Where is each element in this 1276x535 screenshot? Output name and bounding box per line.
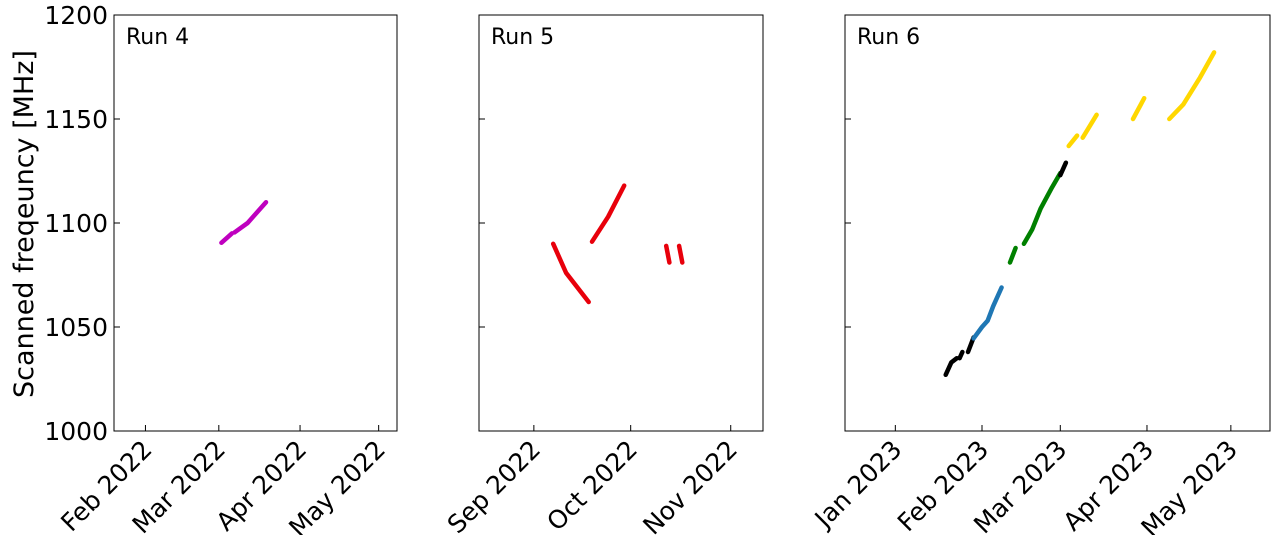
ytick-label-5: 1200 [44,1,108,30]
panel-1-frame [113,14,398,432]
panel-3-segment-2 [957,349,965,361]
panel-3-segment-11 [1167,50,1217,122]
panel-3-segment-9 [1080,112,1099,140]
panel-2-segment-2 [589,183,627,244]
panel-1-segment-1 [219,231,235,246]
panel-2-xtick-label-3: Nov 2022 [637,435,743,535]
panel-3-segment-8 [1066,133,1080,149]
panel-2-xtick-label-2: Oct 2022 [541,435,643,535]
y-axis-label: Scanned freqeuncy [MHz] [9,50,40,398]
panel-3-segment-1 [943,355,960,378]
panel-3-xtick-label-1: Jan 2023 [808,435,908,535]
panel-3-frame [844,14,1271,432]
panel-1-title: Run 4 [126,25,189,50]
panel-2-segment-4 [676,243,685,265]
ytick-label-3: 1100 [44,209,108,238]
panel-3-segment-5 [1007,245,1018,265]
panel-3-segment-10 [1130,95,1147,122]
ytick-label-2: 1050 [44,313,108,342]
panel-2-frame [478,14,764,432]
ytick-label-1: 1000 [44,417,108,446]
panel-1-segment-2 [232,199,269,235]
panel-2-segment-3 [663,243,672,265]
panel-2-xtick-label-1: Sep 2022 [442,435,546,535]
panel-3-title: Run 6 [857,25,920,50]
panel-2-segment-1 [550,241,591,305]
ytick-label-4: 1150 [44,105,108,134]
panel-3-segment-7 [1058,160,1069,178]
panel-2-title: Run 5 [491,25,554,50]
panel-3-segment-6 [1021,170,1063,247]
panel-3-segment-4 [971,285,1004,341]
